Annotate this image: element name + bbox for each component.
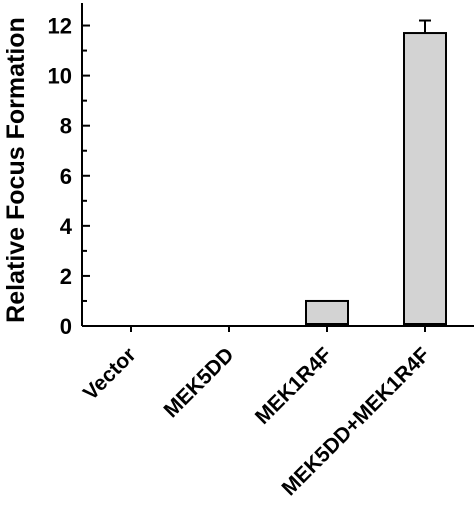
bar-mek5dd-mek1r4f (403, 32, 447, 328)
bar-mek1r4f (305, 299, 349, 328)
bars (305, 19, 447, 328)
y-tick-label: 0 (60, 314, 72, 339)
y-tick-label: 2 (60, 264, 72, 289)
y-axis: 0 2 4 6 8 10 12 (48, 3, 90, 339)
x-category-label: MEK5DD (160, 343, 239, 422)
y-axis-title: Relative Focus Formation (2, 17, 30, 323)
x-category-label: MEK1R4F (251, 343, 337, 429)
y-tick-label: 4 (60, 214, 73, 239)
y-tick-label: 6 (60, 164, 72, 189)
y-tick-label: 8 (60, 114, 72, 139)
y-tick-label: 10 (48, 64, 72, 89)
y-tick-label: 12 (48, 14, 72, 39)
x-category-label: Vector (79, 343, 141, 405)
